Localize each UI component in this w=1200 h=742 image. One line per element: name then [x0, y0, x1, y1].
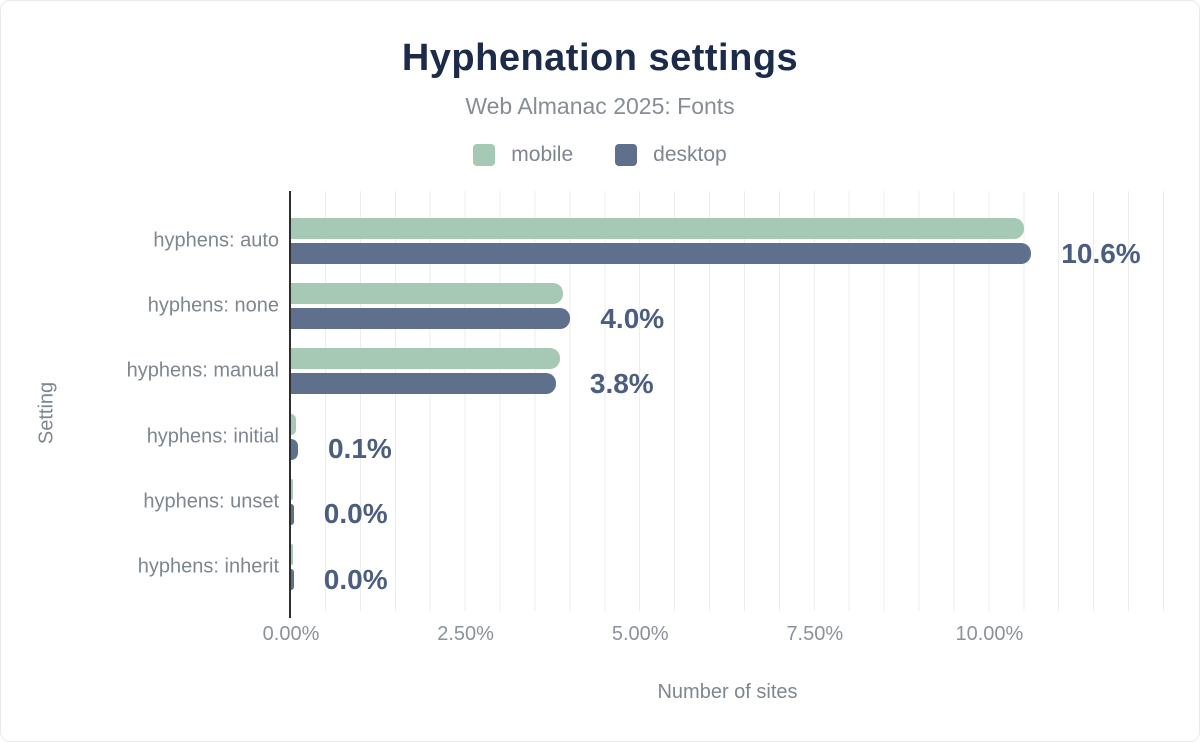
bar-desktop	[291, 569, 294, 590]
bar-mobile	[291, 218, 1025, 239]
x-tick-label: 5.00%	[611, 623, 669, 645]
legend-item-desktop: desktop	[615, 143, 727, 167]
category-label: hyphens: manual	[126, 359, 279, 382]
y-axis-title: Setting	[35, 381, 58, 445]
bar-mobile	[291, 413, 296, 435]
bar-mobile	[291, 544, 294, 565]
value-label: 3.8%	[589, 367, 654, 399]
value-label: 4.0%	[600, 302, 665, 334]
legend: mobile desktop	[1, 143, 1199, 167]
bar-desktop	[291, 308, 571, 330]
category-label: hyphens: unset	[143, 490, 279, 513]
bar-desktop	[291, 243, 1032, 264]
chart-subtitle: Web Almanac 2025: Fonts	[465, 93, 735, 119]
value-label: 0.0%	[323, 498, 388, 530]
legend-swatch-mobile-icon	[473, 144, 496, 166]
category-label: hyphens: auto	[153, 229, 279, 252]
legend-swatch-desktop-icon	[615, 144, 638, 166]
legend-label-desktop: desktop	[653, 143, 727, 166]
x-tick-label: 2.50%	[437, 623, 494, 645]
bar-desktop	[291, 373, 557, 395]
x-axis-title: Number of sites	[657, 681, 798, 703]
x-tick-label: 0.00%	[262, 623, 320, 645]
value-label: 0.1%	[327, 433, 392, 465]
plot-area: 10.6% 4.0% 3.8% 0.1% 0.0% 0.0%	[289, 191, 1164, 618]
bar-mobile	[291, 348, 560, 370]
category-label: hyphens: initial	[146, 425, 279, 448]
value-label: 0.0%	[323, 563, 388, 595]
category-label: hyphens: inherit	[137, 555, 279, 578]
bar-desktop	[291, 438, 298, 460]
x-tick-label: 10.00%	[955, 623, 1024, 645]
y-axis-line	[289, 191, 291, 618]
x-tick-label: 7.50%	[786, 623, 844, 645]
chart-title: Hyphenation settings	[401, 37, 799, 79]
bar-desktop	[291, 503, 294, 525]
bar-mobile	[291, 478, 294, 500]
legend-label-mobile: mobile	[511, 143, 574, 166]
category-label: hyphens: none	[147, 294, 279, 317]
value-label: 10.6%	[1061, 237, 1141, 269]
legend-item-mobile: mobile	[473, 143, 573, 167]
bar-mobile	[291, 283, 564, 305]
